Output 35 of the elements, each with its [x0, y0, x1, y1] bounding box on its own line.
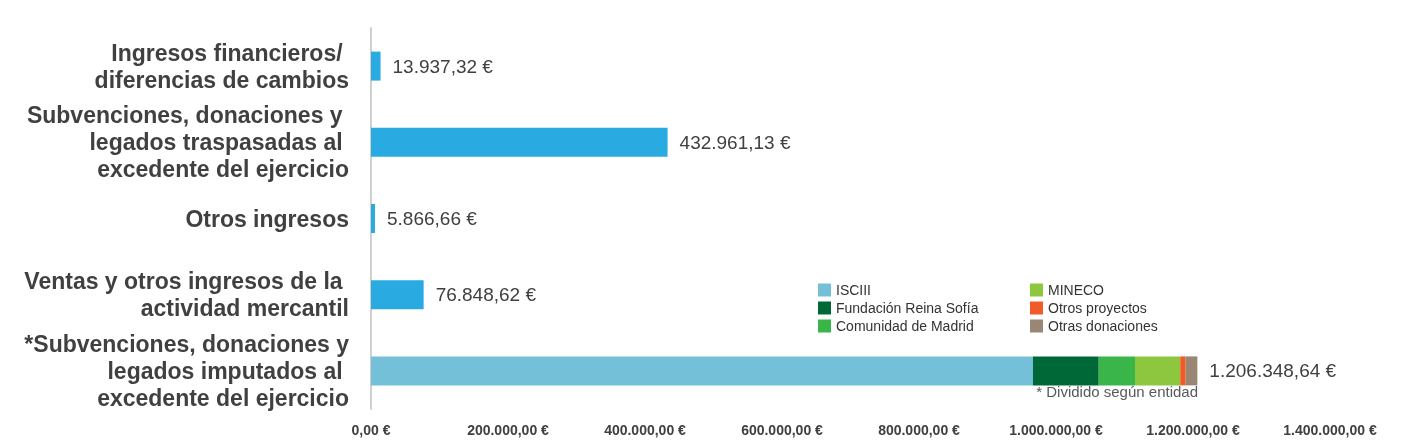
legend-label: Fundación Reina Sofía	[836, 300, 979, 316]
total-label: 1.206.348,64 €	[1209, 360, 1337, 382]
data-label: 5.866,66 €	[387, 208, 478, 229]
y-tick-label: Ventas y otros ingresos de la actividad mercantil	[24, 268, 349, 322]
y-tick-label: Otros ingresos	[185, 205, 349, 232]
x-tick-label: 800.000,00 €	[878, 422, 961, 438]
data-label: 432.961,13 €	[679, 131, 791, 153]
bar	[1032, 356, 1099, 386]
x-tick-label: 400.000,00 €	[604, 422, 687, 438]
x-tick-label: 1.200.000,00 €	[1146, 422, 1240, 438]
legend-label: ISCIII	[836, 282, 872, 298]
bar	[371, 356, 1033, 386]
x-tick-label: 0,00 €	[351, 422, 391, 438]
bar	[1185, 356, 1198, 386]
data-label: 13.937,32 €	[392, 55, 494, 77]
legend-label: Otras donaciones	[1048, 318, 1158, 334]
bar	[1135, 356, 1181, 386]
bar	[371, 280, 424, 310]
legend-label: Otros proyectos	[1048, 300, 1147, 316]
x-tick-label: 200.000,00 €	[467, 422, 550, 438]
bar	[1180, 356, 1186, 386]
bar	[371, 127, 668, 157]
annotation: * Dividido según entidad	[1036, 383, 1198, 400]
x-tick-label: 1.000.000,00 €	[1009, 422, 1103, 438]
legend-label: Comunidad de Madrid	[836, 318, 974, 334]
x-tick-label: 1.400.000,00 €	[1283, 422, 1377, 438]
data-label: 76.848,62 €	[435, 284, 537, 306]
x-tick-label: 600.000,00 €	[741, 422, 824, 438]
bar	[1098, 356, 1136, 386]
bar	[371, 51, 381, 81]
legend-label: MINECO	[1048, 282, 1105, 298]
y-tick-label: Subvenciones, donaciones y legados traspasadas al excedente del ejercicio	[26, 102, 349, 183]
bar	[371, 204, 376, 233]
y-tick-label: Ingresos financieros/ diferencias de cambios	[94, 39, 349, 93]
y-tick-label: *Subvenciones, donaciones y legados imputados al excedente del ejercicio	[24, 330, 350, 411]
